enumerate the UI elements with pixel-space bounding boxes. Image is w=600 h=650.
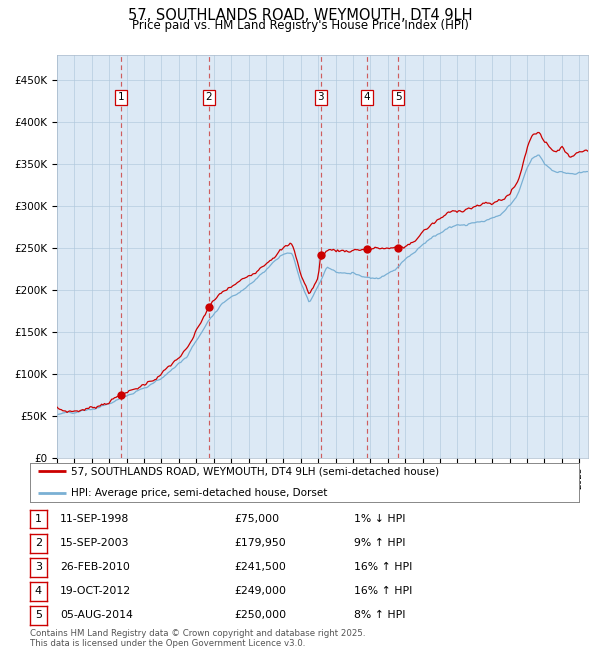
Text: 16% ↑ HPI: 16% ↑ HPI <box>354 586 412 596</box>
Text: £249,000: £249,000 <box>234 586 286 596</box>
Text: 16% ↑ HPI: 16% ↑ HPI <box>354 562 412 572</box>
Text: 8% ↑ HPI: 8% ↑ HPI <box>354 610 406 620</box>
Text: Price paid vs. HM Land Registry's House Price Index (HPI): Price paid vs. HM Land Registry's House … <box>131 20 469 32</box>
Text: £75,000: £75,000 <box>234 514 279 524</box>
Text: Contains HM Land Registry data © Crown copyright and database right 2025.
This d: Contains HM Land Registry data © Crown c… <box>30 629 365 648</box>
Text: 3: 3 <box>317 92 324 102</box>
Text: 57, SOUTHLANDS ROAD, WEYMOUTH, DT4 9LH (semi-detached house): 57, SOUTHLANDS ROAD, WEYMOUTH, DT4 9LH (… <box>71 467 439 476</box>
Text: 26-FEB-2010: 26-FEB-2010 <box>60 562 130 572</box>
Text: 5: 5 <box>395 92 401 102</box>
Text: 3: 3 <box>35 562 42 572</box>
Text: 1: 1 <box>118 92 125 102</box>
Text: 15-SEP-2003: 15-SEP-2003 <box>60 538 130 548</box>
Text: 05-AUG-2014: 05-AUG-2014 <box>60 610 133 620</box>
Text: 19-OCT-2012: 19-OCT-2012 <box>60 586 131 596</box>
Text: 57, SOUTHLANDS ROAD, WEYMOUTH, DT4 9LH: 57, SOUTHLANDS ROAD, WEYMOUTH, DT4 9LH <box>128 8 472 23</box>
Text: 2: 2 <box>35 538 42 548</box>
Text: 1: 1 <box>35 514 42 524</box>
Text: £179,950: £179,950 <box>234 538 286 548</box>
Text: 5: 5 <box>35 610 42 620</box>
Text: £250,000: £250,000 <box>234 610 286 620</box>
Text: HPI: Average price, semi-detached house, Dorset: HPI: Average price, semi-detached house,… <box>71 488 328 498</box>
Text: 2: 2 <box>205 92 212 102</box>
Text: £241,500: £241,500 <box>234 562 286 572</box>
Text: 11-SEP-1998: 11-SEP-1998 <box>60 514 129 524</box>
Text: 4: 4 <box>35 586 42 596</box>
Text: 4: 4 <box>364 92 370 102</box>
Text: 9% ↑ HPI: 9% ↑ HPI <box>354 538 406 548</box>
Text: 1% ↓ HPI: 1% ↓ HPI <box>354 514 406 524</box>
